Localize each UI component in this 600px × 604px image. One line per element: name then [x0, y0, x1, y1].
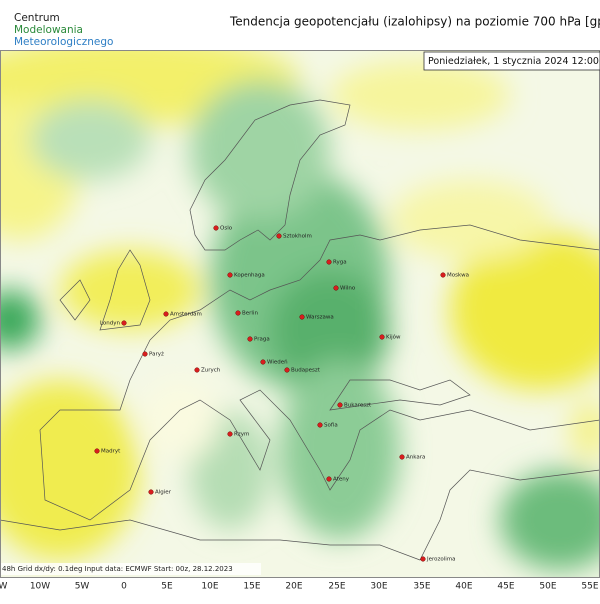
- city-label: Ateny: [333, 477, 350, 483]
- city-dot: [284, 367, 290, 373]
- city-dot: [326, 259, 332, 265]
- city-label: Rzym: [234, 432, 249, 438]
- longitude-label: 10W: [30, 582, 50, 592]
- logo-line: Modelowania: [14, 24, 83, 36]
- longitude-label: 15E: [243, 582, 260, 592]
- longitude-label: 50E: [539, 582, 556, 592]
- longitude-label: 5E: [161, 582, 173, 592]
- city-dot: [194, 367, 200, 373]
- city-label: Kopenhaga: [234, 273, 265, 279]
- city-label: Wiedeń: [267, 359, 288, 366]
- date: Poniedziałek, 1 stycznia 2024 12:00: [428, 56, 599, 67]
- city-label: Algier: [155, 490, 172, 496]
- longitude-label: W: [0, 582, 8, 592]
- city-dot: [337, 402, 343, 408]
- city-dot: [420, 556, 426, 562]
- city-label: Oslo: [220, 226, 233, 232]
- city-dot: [333, 285, 339, 291]
- city-label: Praga: [254, 337, 270, 343]
- longitude-label: 20E: [285, 582, 302, 592]
- city-dot: [235, 310, 241, 316]
- city-label: Ankara: [406, 455, 425, 461]
- city-dot: [148, 489, 154, 495]
- city-label: Sofia: [324, 423, 338, 429]
- city-dot: [213, 225, 219, 231]
- city-label: Madryt: [101, 449, 121, 455]
- city-dot: [276, 233, 282, 239]
- city-dot: [326, 476, 332, 482]
- field: [0, 50, 600, 578]
- city-label: Kijów: [386, 334, 401, 341]
- city-label: Sztokholm: [283, 234, 312, 240]
- logo-line: Meteorologicznego: [14, 36, 113, 48]
- coastlines: [0, 99, 600, 561]
- city-dot: [227, 431, 233, 437]
- longitude-label: 45E: [497, 582, 514, 592]
- city-dot: [260, 359, 266, 365]
- city-label: Moskwa: [447, 273, 469, 279]
- date-box: [423, 51, 600, 71]
- longitude-label: 55E: [581, 582, 598, 592]
- city-dot: [379, 334, 385, 340]
- city-label: Warszawa: [306, 315, 334, 321]
- title: Tendencja geopotencjału (izalohipsy) na …: [229, 15, 600, 29]
- city-dot: [121, 320, 127, 326]
- city-label: Paryż: [149, 352, 164, 358]
- city-label: Zurych: [201, 368, 221, 374]
- city-dot: [163, 311, 169, 317]
- longitude-label: 40E: [455, 582, 472, 592]
- longitude-label: 0: [121, 582, 127, 592]
- field-blobs: [0, 50, 600, 570]
- longitude-label: 30E: [370, 582, 387, 592]
- longitude-label: 10E: [201, 582, 218, 592]
- city-dot: [399, 454, 405, 460]
- city-dot: [299, 314, 305, 320]
- longitude-label: 25E: [328, 582, 345, 592]
- city-label: Londyn: [100, 321, 121, 327]
- longitude-label: 5W: [75, 582, 90, 592]
- city-dot: [440, 272, 446, 278]
- city-label: Ryga: [333, 260, 347, 266]
- city-label: Bukareszt: [344, 403, 372, 409]
- city-dot: [142, 351, 148, 357]
- footer-bg: [1, 563, 261, 575]
- city-label: Jerozolima: [426, 557, 456, 563]
- footer: 48h Grid dx/dy: 0.1deg Input data: ECMWF…: [2, 565, 233, 573]
- city-dot: [227, 272, 233, 278]
- city-label: Amsterdam: [170, 312, 202, 318]
- city-label: Berlin: [242, 311, 258, 317]
- city-dot: [317, 422, 323, 428]
- logo-line: Centrum: [14, 12, 60, 24]
- city-dot: [94, 448, 100, 454]
- city-dot: [247, 336, 253, 342]
- city-label: Budapeszt: [291, 368, 321, 374]
- city-label: Wilno: [340, 286, 356, 292]
- longitude-label: 35E: [413, 582, 430, 592]
